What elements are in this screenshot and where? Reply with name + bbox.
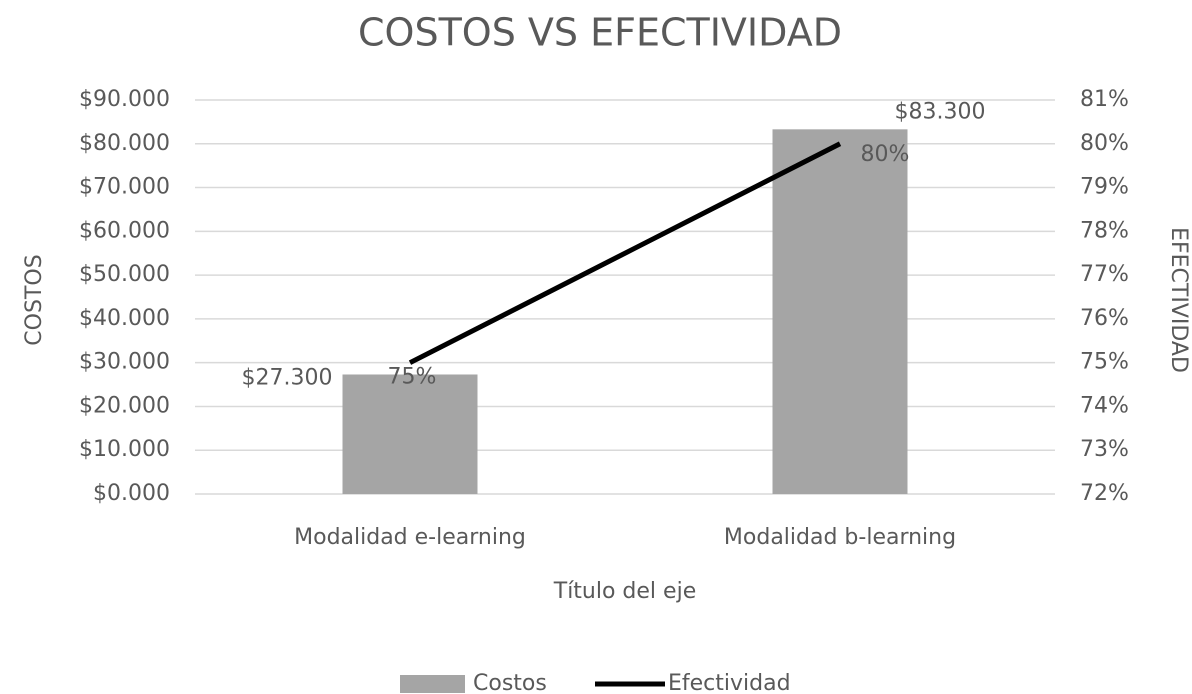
line — [408, 141, 842, 365]
bar — [772, 129, 908, 494]
y-tick-label: $20.000 — [79, 393, 170, 418]
x-tick-label: Modalidad b-learning — [724, 525, 956, 550]
y-tick-label: $70.000 — [79, 175, 170, 200]
legend-label: Efectividad — [668, 671, 791, 694]
y-tick-label: $40.000 — [79, 306, 170, 331]
y2-tick-label: 76% — [1080, 306, 1129, 331]
y-tick-label: $90.000 — [79, 87, 170, 112]
y2-tick-label: 78% — [1080, 218, 1129, 243]
y2-tick-label: 72% — [1080, 481, 1129, 506]
y-tick-label: $80.000 — [79, 131, 170, 156]
x-tick-label: Modalidad e-learning — [294, 525, 526, 550]
y2-tick-label: 79% — [1080, 175, 1129, 200]
y2-tick-label: 81% — [1080, 87, 1129, 112]
bar — [342, 374, 478, 494]
y-tick-label: $50.000 — [79, 262, 170, 287]
y-tick-label: $60.000 — [79, 218, 170, 243]
y-tick-label: $30.000 — [79, 350, 170, 375]
y-axis-title: COSTOS — [22, 254, 47, 345]
y2-tick-label: 80% — [1080, 131, 1129, 156]
y2-tick-label: 77% — [1080, 262, 1129, 287]
data-label: $27.300 — [242, 365, 333, 390]
legend-swatch — [400, 675, 465, 693]
y2-tick-label: 75% — [1080, 350, 1129, 375]
y-tick-label: $10.000 — [79, 437, 170, 462]
y2-tick-label: 73% — [1080, 437, 1129, 462]
y2-tick-label: 74% — [1080, 393, 1129, 418]
legend-label: Costos — [473, 671, 547, 694]
x-axis-title: Título del eje — [553, 579, 696, 604]
y2-axis-title: EFECTIVIDAD — [1166, 227, 1191, 373]
data-label: 75% — [388, 365, 437, 390]
data-label: $83.300 — [895, 99, 986, 124]
y-tick-label: $0.000 — [93, 481, 170, 506]
data-label: 80% — [861, 142, 910, 167]
chart-title: COSTOS VS EFECTIVIDAD — [358, 11, 842, 55]
